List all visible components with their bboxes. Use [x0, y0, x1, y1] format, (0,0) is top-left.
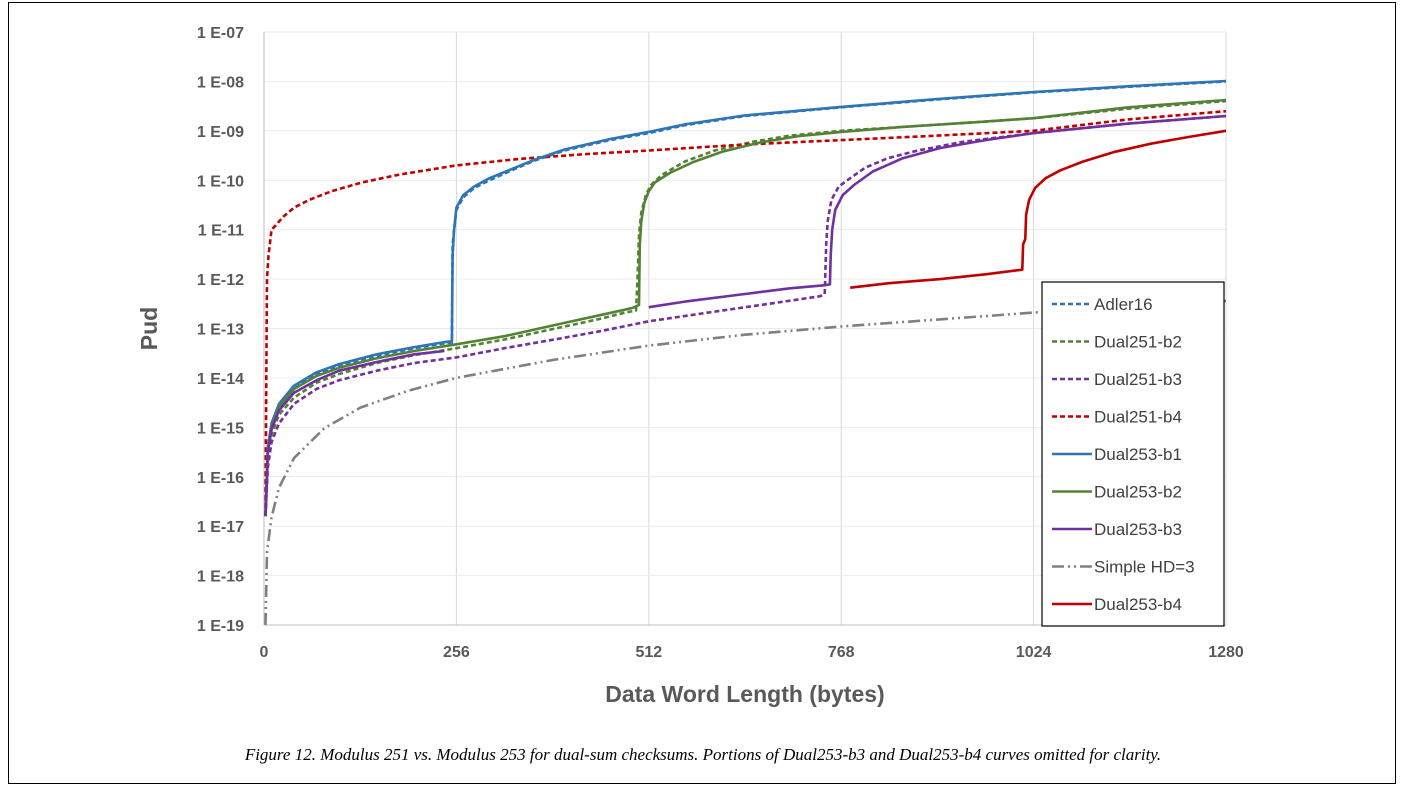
series-line-dual253-b2 — [264, 98, 1227, 517]
series-line-dual251-b3 — [264, 114, 1227, 517]
y-tick-label: 1 E-14 — [197, 371, 244, 388]
y-tick-label: 1 E-12 — [197, 272, 244, 289]
y-tick-label: 1 E-08 — [197, 74, 244, 91]
y-tick-labels: 1 E-19 1 E-18 1 E-17 1 E-16 1 E-15 1 E-14 1 E-… — [197, 25, 244, 635]
x-tick-label: 0 — [260, 644, 269, 661]
legend-label: Dual253-b4 — [1094, 595, 1182, 614]
y-tick-label: 1 E-07 — [197, 25, 244, 42]
y-tick-label: 1 E-15 — [197, 420, 244, 437]
legend-label: Simple HD=3 — [1094, 558, 1195, 577]
series-line-dual251-b4 — [264, 109, 1227, 517]
x-tick-labels: 0 256 512 768 1024 1280 — [260, 644, 1244, 661]
chart: 0 256 512 768 1024 1280 1 E-191 E-181 E-171 E… — [136, 25, 1244, 707]
y-tick-label: 1 E-10 — [197, 173, 244, 190]
legend-label: Dual251-b3 — [1094, 370, 1182, 389]
legend-label: Dual251-b2 — [1094, 333, 1182, 352]
y-tick-label: 1 E-13 — [197, 322, 244, 339]
x-tick-label: 256 — [443, 644, 470, 661]
x-tick-label: 512 — [635, 644, 662, 661]
legend: Adler16 Dual251-b2 Dual251-b3 Dual251-b4 Dua… — [1041, 281, 1225, 627]
legend-label: Dual253-b2 — [1094, 483, 1182, 502]
y-axis-title: Pud — [136, 307, 162, 350]
legend-label: Dual253-b3 — [1094, 520, 1182, 539]
x-tick-label: 1024 — [1016, 644, 1052, 661]
y-tick-label: 1 E-09 — [197, 124, 244, 141]
x-axis-title: Data Word Length (bytes) — [605, 681, 884, 707]
y-tick-label: 1 E-11 — [198, 223, 244, 240]
series-line-dual253-b3 — [264, 114, 1227, 517]
series-lines — [264, 79, 1227, 626]
series-line-dual253-b4 — [850, 129, 1227, 289]
legend-label: Dual251-b4 — [1094, 408, 1182, 427]
y-tick-label: 1 E-17 — [197, 519, 244, 536]
series-line-dual253-b1 — [264, 79, 1227, 517]
y-tick-label: 1 E-16 — [197, 470, 244, 487]
figure-frame — [8, 2, 1396, 784]
series-line-simple-hd-3 — [264, 299, 1227, 626]
y-tick-label: 1 E-18 — [197, 569, 244, 586]
legend-label: Adler16 — [1094, 295, 1153, 314]
x-tick-label: 768 — [828, 644, 855, 661]
figure-caption: Figure 12. Modulus 251 vs. Modulus 253 f… — [244, 745, 1162, 764]
y-tick-label: 1 E-19 — [197, 618, 244, 635]
x-tick-label: 1280 — [1208, 644, 1244, 661]
legend-label: Dual253-b1 — [1094, 445, 1182, 464]
